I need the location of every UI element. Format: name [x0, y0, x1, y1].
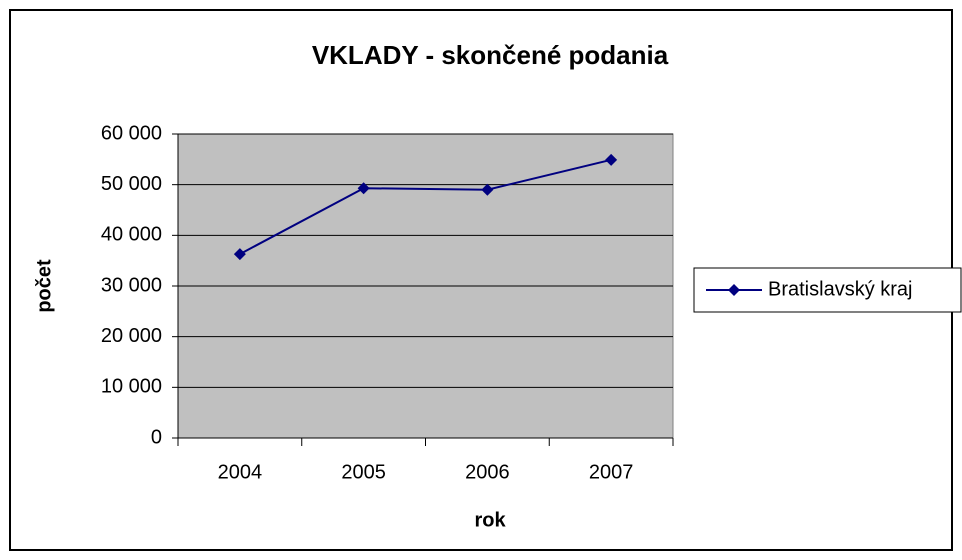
- legend-label: Bratislavský kraj: [768, 278, 912, 300]
- y-tick-label: 50 000: [101, 173, 162, 195]
- chart-title: VKLADY - skončené podania: [312, 40, 669, 70]
- x-tick-label: 2006: [465, 461, 510, 483]
- y-tick-label: 0: [151, 426, 162, 448]
- x-tick-label: 2005: [341, 461, 386, 483]
- y-axis-label: počet: [33, 259, 55, 313]
- legend-marker: [728, 284, 740, 296]
- y-tick-label: 40 000: [101, 224, 162, 246]
- marker: [605, 153, 618, 166]
- x-axis-label: rok: [474, 509, 506, 531]
- y-tick-label: 30 000: [101, 274, 162, 296]
- x-tick-label: 2007: [589, 461, 634, 483]
- x-tick-label: 2004: [218, 461, 263, 483]
- series-line: [239, 158, 612, 255]
- y-tick-label: 60 000: [101, 122, 162, 144]
- marker: [357, 182, 370, 195]
- marker: [481, 183, 494, 196]
- y-tick-label: 20 000: [101, 325, 162, 347]
- marker: [233, 248, 246, 261]
- y-tick-label: 10 000: [101, 376, 162, 398]
